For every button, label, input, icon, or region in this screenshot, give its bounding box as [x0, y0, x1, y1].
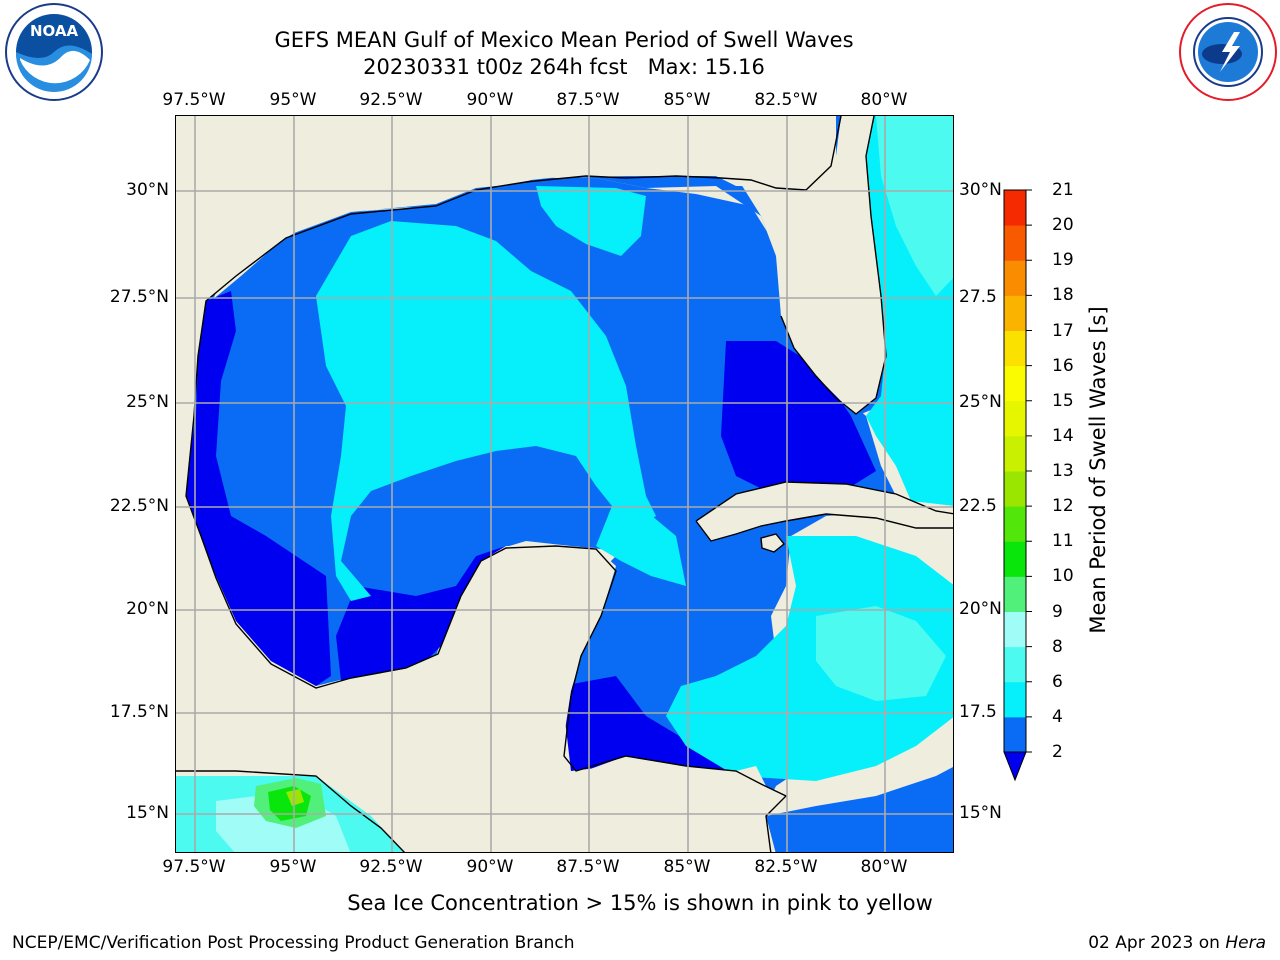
deep-water-south-bay	[336, 546, 506, 681]
map-subtitle-run: 20230331 t00z 264h fcst Max: 15.16	[363, 55, 765, 79]
colorbar-swatch	[1004, 295, 1026, 331]
swell-lightcyan-caribbean	[816, 606, 946, 701]
lon-tick-bottom: 95°W	[269, 857, 317, 877]
colorbar-tick-label: 17	[1052, 320, 1074, 341]
lat-tick-left: 27.5°N	[109, 287, 169, 307]
colorbar	[995, 180, 1045, 794]
lon-tick-top: 80°W	[860, 90, 908, 110]
lat-tick-right: 22.5	[959, 496, 997, 516]
lat-tick-left: 15°N	[126, 803, 169, 823]
colorbar-swatch	[1004, 190, 1026, 226]
colorbar-tick-label: 20	[1052, 215, 1074, 236]
footer-host: Hera	[1225, 933, 1266, 953]
colorbar-swatch	[1004, 646, 1026, 683]
land-isle-of-youth	[761, 534, 784, 552]
swell-cyan-caribbean	[666, 536, 953, 781]
lon-tick-bottom: 82.5°W	[754, 857, 818, 877]
swell-caribbean-south	[766, 767, 953, 852]
colorbar-title: Mean Period of Swell Waves [s]	[1086, 306, 1110, 634]
deep-water-east	[721, 341, 876, 506]
swell-cyan-yucatan	[596, 496, 686, 586]
lon-tick-top: 82.5°W	[754, 90, 818, 110]
footer-date-text: 02 Apr 2023 on	[1088, 933, 1226, 953]
colorbar-swatches	[1003, 189, 1032, 782]
colorbar-swatch	[1004, 576, 1026, 612]
colorbar-tick-label: 16	[1052, 355, 1074, 376]
lon-tick-top: 85°W	[663, 90, 711, 110]
colorbar-tick-label: 11	[1052, 531, 1074, 552]
colorbar-swatch	[1004, 471, 1026, 507]
colorbar-swatch	[1004, 541, 1026, 577]
colorbar-tick-label: 18	[1052, 285, 1074, 306]
swell-cyan-north	[536, 186, 646, 256]
sea-ice-note: Sea Ice Concentration > 15% is shown in …	[347, 891, 933, 915]
swell-cyan-central	[316, 221, 656, 601]
lon-tick-top: 90°W	[466, 90, 514, 110]
colorbar-tick-label: 12	[1052, 496, 1074, 517]
land-cuba	[696, 482, 953, 541]
lat-tick-left: 17.5°N	[109, 702, 169, 722]
lon-tick-top: 87.5°W	[556, 90, 620, 110]
colorbar-swatch	[1004, 681, 1026, 718]
lat-tick-right: 30°N	[959, 180, 1002, 200]
map-gridlines	[176, 116, 953, 852]
colorbar-swatch	[1004, 435, 1026, 472]
colorbar-swatch	[1004, 330, 1026, 367]
colorbar-swatch	[1004, 506, 1026, 542]
colorbar-tick-label: 19	[1052, 250, 1074, 271]
swell-atlantic-light	[876, 116, 953, 296]
colorbar-tick-label: 6	[1052, 671, 1063, 692]
colorbar-tick-label: 2	[1052, 742, 1063, 762]
lat-tick-right: 17.5	[959, 702, 997, 722]
lon-tick-bottom: 90°W	[466, 857, 514, 877]
lon-tick-bottom: 92.5°W	[359, 857, 423, 877]
colorbar-swatch	[1004, 365, 1026, 402]
land-mexico	[176, 116, 836, 852]
lon-tick-bottom: 87.5°W	[556, 857, 620, 877]
colorbar-tick-label: 4	[1052, 706, 1063, 727]
lat-tick-right: 25°N	[959, 392, 1002, 412]
lon-tick-top: 97.5°W	[162, 90, 226, 110]
colorbar-swatch	[1004, 611, 1026, 648]
colorbar-tick-label: 14	[1052, 425, 1074, 446]
lon-tick-bottom: 97.5°W	[162, 857, 226, 877]
lat-tick-left: 22.5°N	[109, 496, 169, 516]
noaa-logo-text: NOAA	[30, 22, 79, 40]
lat-tick-right: 20°N	[959, 599, 1002, 619]
lat-tick-left: 25°N	[126, 392, 169, 412]
colorbar-tick-label: 10	[1052, 566, 1074, 587]
lon-tick-top: 92.5°W	[359, 90, 423, 110]
lat-tick-left: 20°N	[126, 599, 169, 619]
colorbar-tick-label: 13	[1052, 461, 1074, 481]
colorbar-tick-label: 21	[1052, 180, 1074, 200]
lon-tick-bottom: 80°W	[860, 857, 908, 877]
nws-logo	[1176, 2, 1280, 106]
lat-tick-left: 30°N	[126, 180, 169, 200]
map-panel	[175, 115, 954, 853]
lon-tick-bottom: 85°W	[663, 857, 711, 877]
lat-tick-right: 15°N	[959, 803, 1002, 823]
footer-date: 02 Apr 2023 on Hera	[1088, 933, 1266, 953]
colorbar-tick-label: 8	[1052, 636, 1063, 657]
swell-period-map	[176, 116, 953, 852]
footer-credit: NCEP/EMC/Verification Post Processing Pr…	[12, 933, 575, 953]
colorbar-swatch	[1004, 260, 1026, 296]
pacific-lime	[286, 789, 304, 806]
colorbar-tick-label: 15	[1052, 390, 1074, 411]
colorbar-under-triangle	[1003, 751, 1027, 782]
lat-tick-right: 27.5	[959, 287, 997, 307]
lon-tick-top: 95°W	[269, 90, 317, 110]
colorbar-swatch	[1004, 225, 1026, 261]
noaa-logo: NOAA	[2, 2, 106, 106]
colorbar-tick-label: 9	[1052, 601, 1063, 622]
colorbar-swatch	[1004, 400, 1026, 437]
map-title: GEFS MEAN Gulf of Mexico Mean Period of …	[274, 28, 854, 52]
colorbar-swatch	[1004, 716, 1026, 753]
